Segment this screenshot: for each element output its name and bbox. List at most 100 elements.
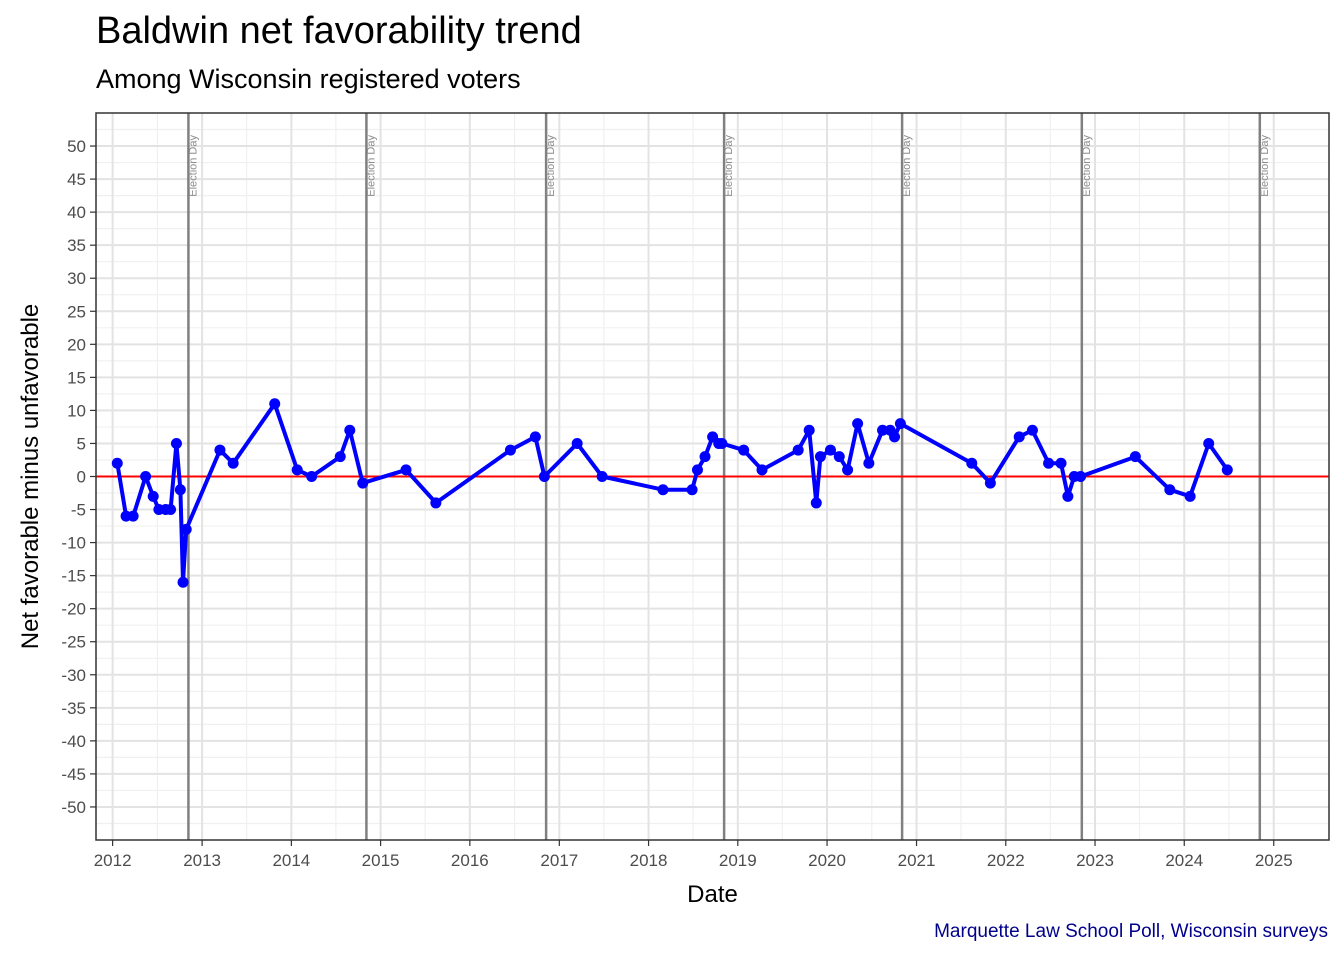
election-day-label: Election Day [1081,135,1093,197]
data-point [596,471,608,482]
x-tick-label: 2019 [719,851,757,870]
data-point [1203,437,1215,449]
data-point [529,431,541,443]
data-point [1129,451,1141,463]
data-point [1184,490,1196,502]
data-point [1026,424,1038,436]
data-point [738,444,750,456]
data-point [833,451,845,463]
data-point [792,444,804,456]
data-point [699,451,711,463]
data-point [803,424,815,436]
x-tick-label: 2021 [898,851,936,870]
y-tick-label: -45 [61,765,86,784]
x-tick-label: 2017 [540,851,578,870]
data-point [400,464,412,476]
data-point [180,523,192,535]
y-tick-label: -50 [61,798,86,817]
election-day-label: Election Day [545,135,557,197]
data-point [756,464,768,476]
x-axis-title: Date [687,881,738,908]
data-point [227,457,239,469]
y-tick-label: -40 [61,732,86,751]
x-tick-label: 2020 [808,851,846,870]
data-point [1164,484,1176,496]
data-point [686,484,698,496]
data-point [1043,457,1055,469]
x-tick-label: 2022 [987,851,1025,870]
data-point [842,464,854,476]
x-tick-label: 2012 [94,851,132,870]
data-point [177,576,189,588]
y-tick-label: 50 [67,137,86,156]
data-point [291,464,303,476]
data-point [1062,490,1074,502]
data-point [716,437,728,449]
data-point [214,444,226,456]
y-tick-label: 45 [67,170,86,189]
data-point [571,437,583,449]
data-point [357,477,369,489]
data-point [306,471,318,482]
y-tick-label: 25 [67,302,86,321]
y-tick-label: -20 [61,600,86,619]
data-point [894,418,906,430]
x-tick-label: 2025 [1255,851,1293,870]
data-point [430,497,442,509]
y-tick-label: 20 [67,335,86,354]
x-tick-label: 2016 [451,851,489,870]
election-day-label: Election Day [187,135,199,197]
election-day-label: Election Day [365,135,377,197]
election-day-label: Election Day [1259,135,1271,197]
x-tick-label: 2023 [1076,851,1114,870]
y-tick-label: 10 [67,401,86,420]
data-point [691,464,703,476]
election-day-label: Election Day [901,135,913,197]
data-point [877,424,889,436]
data-point [269,398,281,410]
y-axis-title: Net favorable minus unfavorable [17,304,44,650]
y-tick-label: 15 [67,368,86,387]
x-tick-label: 2018 [630,851,668,870]
data-point [147,490,159,502]
data-point [863,457,875,469]
data-point [111,457,123,469]
x-tick-label: 2015 [362,851,400,870]
chart-title: Baldwin net favorability trend [96,10,582,52]
x-tick-label: 2024 [1165,851,1203,870]
data-point [1055,457,1067,469]
x-tick-label: 2013 [183,851,221,870]
data-point [810,497,822,509]
y-tick-label: -5 [71,501,86,520]
data-point [1221,464,1233,476]
y-tick-label: 0 [77,468,86,487]
y-tick-label: -35 [61,699,86,718]
data-point [174,484,186,496]
y-tick-label: 5 [77,434,86,453]
chart-subtitle: Among Wisconsin registered voters [96,64,521,94]
data-point [1013,431,1025,443]
data-point [889,431,901,443]
chart-caption: Marquette Law School Poll, Wisconsin sur… [934,921,1328,942]
data-point [140,471,152,482]
data-point [127,510,139,522]
data-point [165,504,177,516]
y-tick-label: 40 [67,203,86,222]
y-tick-label: 30 [67,269,86,288]
election-day-label: Election Day [723,135,735,197]
data-point [334,451,346,463]
x-tick-label: 2014 [272,851,310,870]
y-tick-label: -30 [61,666,86,685]
data-point [1075,471,1087,482]
y-tick-label: -10 [61,534,86,553]
data-point [824,444,836,456]
data-point [657,484,669,496]
y-tick-label: -15 [61,567,86,586]
data-point [852,418,864,430]
data-point [170,437,182,449]
data-point [344,424,356,436]
data-point [814,451,826,463]
data-point [966,457,978,469]
data-point [538,471,550,482]
